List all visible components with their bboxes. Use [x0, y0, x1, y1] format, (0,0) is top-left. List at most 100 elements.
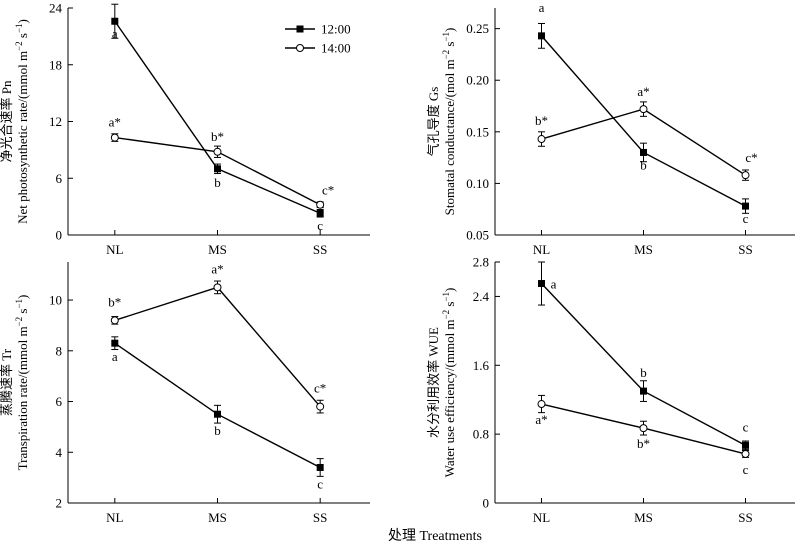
x-axis-label: 处理 Treatments — [388, 528, 482, 544]
y-tick-label: 24 — [49, 1, 63, 16]
data-point-circle — [639, 424, 648, 433]
x-tick-label: MS — [634, 242, 653, 257]
significance-label: a* — [535, 412, 547, 427]
y-tick-label: 2 — [56, 496, 63, 511]
y-axis-label-zh: 气孔导度 Gs — [426, 87, 441, 157]
significance-label: a* — [637, 84, 649, 99]
y-axis-label-zh: 水分利用效率 WUE — [426, 327, 441, 438]
legend-marker-square — [296, 25, 304, 33]
data-point-square — [316, 463, 324, 471]
x-tick-label: MS — [634, 510, 653, 525]
legend-label: 12:00 — [321, 22, 351, 37]
panel-2: 0.05 0.10 0.15 0.20 0.25 NL MS SS 气孔导度 Gs Stomata… — [426, 0, 795, 257]
data-point-circle — [741, 171, 750, 180]
significance-label: c* — [745, 150, 757, 165]
significance-label: b* — [637, 436, 650, 451]
y-tick-label: 4 — [56, 445, 63, 460]
data-point-square — [538, 280, 545, 288]
y-tick-label: 6 — [56, 171, 63, 186]
significance-label: b — [640, 365, 647, 380]
series-line-1200 — [540, 35, 746, 207]
data-point-circle — [316, 402, 325, 411]
data-point-square — [538, 32, 545, 40]
y-axis-label-zh: 蒸腾速率 Tr — [0, 348, 14, 416]
x-tick-label: NL — [533, 510, 550, 525]
y-tick-label: 0.05 — [466, 228, 489, 243]
data-point-circle — [110, 316, 119, 325]
x-tick-label: SS — [313, 510, 327, 525]
significance-label: b — [640, 157, 647, 172]
significance-label: b* — [211, 129, 224, 144]
x-tick-label: NL — [533, 242, 550, 257]
significance-label: b* — [535, 113, 548, 128]
panel-1: 0 6 12 18 24 NL MS SS 净光合速率 Pn Net photosynthetic… — [0, 1, 370, 257]
x-tick-label: SS — [313, 242, 327, 257]
y-tick-label: 0.20 — [466, 73, 489, 88]
y-tick-label: 6 — [56, 394, 63, 409]
x-tick-label: SS — [738, 242, 752, 257]
y-tick-label: 2.4 — [473, 289, 490, 304]
legend-label: 14:00 — [321, 41, 351, 56]
data-point-square — [316, 209, 324, 217]
data-point-circle — [213, 147, 222, 156]
significance-label: c* — [322, 183, 334, 198]
data-point-circle — [537, 135, 546, 144]
y-tick-label: 0.8 — [473, 427, 489, 442]
legend: 12:00 14:00 — [285, 22, 351, 56]
significance-label: b — [214, 175, 221, 190]
x-tick-label: SS — [738, 510, 752, 525]
panel-3: 2 4 6 8 10 NL MS SS 蒸腾速率 Tr Transpiration rate/(m… — [0, 261, 370, 525]
significance-label: c — [317, 476, 323, 491]
data-point-square — [742, 441, 749, 449]
significance-label: a — [551, 277, 557, 292]
significance-label: b — [214, 423, 221, 438]
data-point-circle — [741, 449, 750, 458]
significance-label: a — [112, 349, 118, 364]
data-point-square — [640, 387, 647, 395]
data-point-circle — [639, 105, 648, 114]
data-point-circle — [213, 283, 222, 292]
y-axis-label-en: Transpiration rate/(mmol m−2 s−1) — [14, 295, 30, 471]
significance-label: a — [539, 0, 545, 15]
data-point-circle — [537, 400, 546, 409]
legend-marker-circle — [296, 44, 304, 52]
significance-label: b* — [108, 294, 121, 309]
y-axis-label-en: Net photosynthetic rate/(mmol m−2 s−1) — [14, 19, 30, 224]
y-tick-label: 8 — [56, 343, 63, 358]
x-tick-label: MS — [208, 510, 227, 525]
significance-label: c — [743, 211, 749, 226]
significance-label: c* — [314, 381, 326, 396]
y-tick-label: 0.10 — [466, 176, 489, 191]
data-point-square — [213, 410, 221, 418]
significance-label: a* — [211, 261, 223, 276]
data-point-square — [742, 202, 749, 210]
series-line-1400 — [114, 286, 321, 408]
y-tick-label: 0 — [483, 496, 490, 511]
y-tick-label: 0.15 — [466, 124, 489, 139]
data-point-square — [640, 148, 647, 156]
y-tick-label: 0 — [56, 228, 63, 243]
y-axis-label-zh: 净光合速率 Pn — [0, 80, 14, 162]
data-point-circle — [110, 133, 119, 142]
panel-4: 0 0.8 1.6 2.4 2.8 NL MS SS 水分利用效率 WUE Water use e… — [426, 255, 795, 525]
data-point-square — [111, 339, 119, 347]
significance-label: c — [743, 419, 749, 434]
y-tick-label: 10 — [49, 293, 62, 308]
data-point-circle — [316, 200, 325, 209]
y-tick-label: 1.6 — [473, 358, 490, 373]
data-point-square — [213, 165, 221, 173]
y-tick-label: 12 — [49, 114, 62, 129]
x-tick-label: MS — [208, 242, 227, 257]
y-tick-label: 18 — [49, 57, 62, 72]
significance-label: a* — [109, 115, 121, 130]
y-tick-label: 2.8 — [473, 255, 489, 270]
x-tick-label: NL — [106, 242, 123, 257]
significance-label: a — [112, 26, 118, 41]
y-tick-label: 0.25 — [466, 21, 489, 36]
data-point-square — [111, 17, 119, 25]
y-axis-label-en: Stomatal conductance/(mol m−2 s−1) — [441, 28, 457, 216]
x-tick-label: NL — [106, 510, 123, 525]
y-axis-label-en: Water use efficiency/(mmol m−2 s−1) — [441, 288, 457, 478]
